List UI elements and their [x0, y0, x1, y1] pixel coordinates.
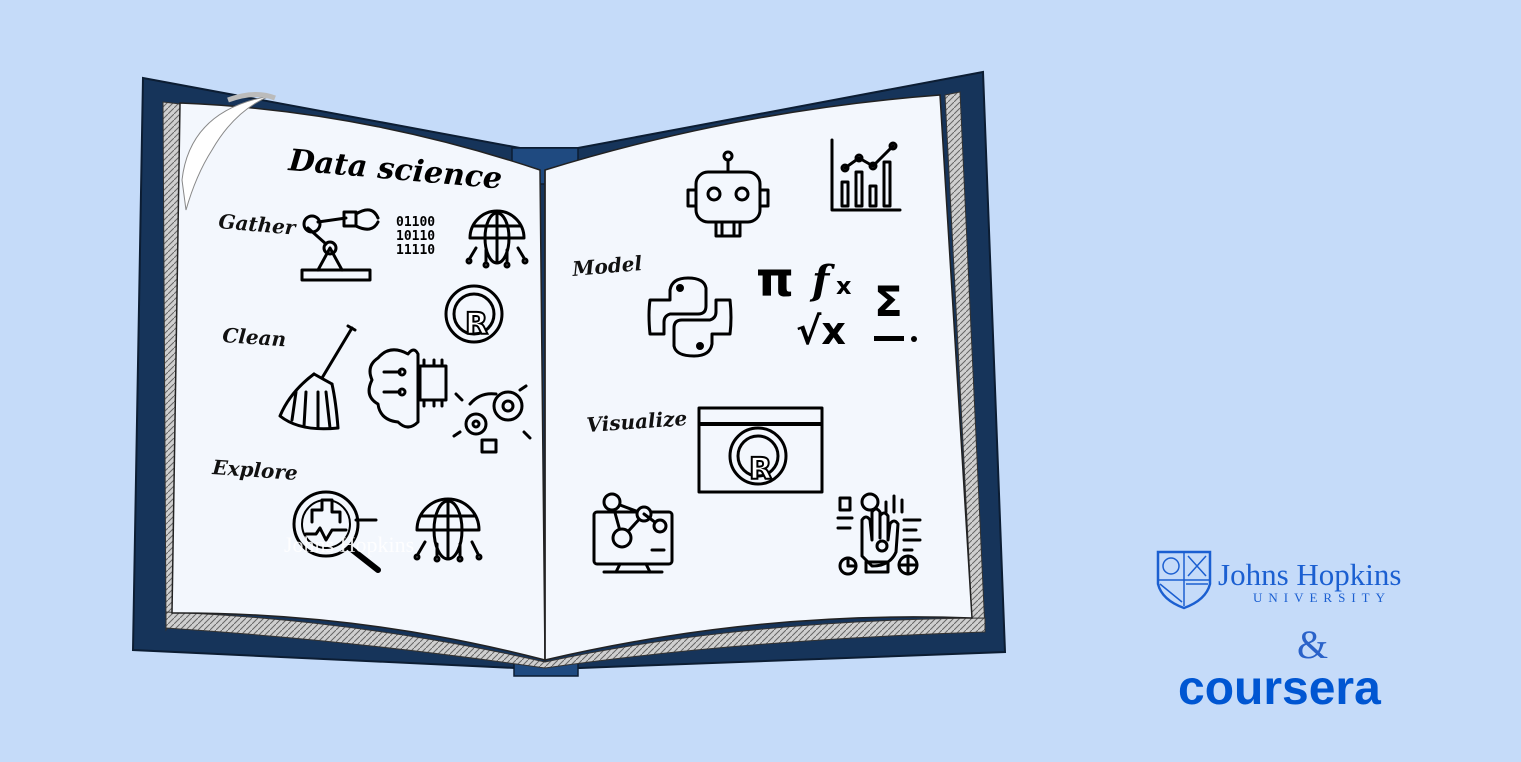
ampersand: &: [1297, 622, 1328, 667]
svg-text:01100: 01100: [396, 215, 435, 230]
svg-text:√x: √x: [796, 309, 846, 353]
jhu-shield-icon: [1156, 550, 1212, 610]
math-symbols-icon: π f x √x Σ: [756, 252, 917, 353]
monitor-network-icon: [592, 492, 674, 574]
svg-text:π: π: [756, 252, 794, 308]
page-edges: [162, 91, 986, 669]
svg-text:R: R: [749, 452, 772, 487]
svg-text:10110: 10110: [396, 229, 435, 244]
svg-text:11110: 11110: [396, 243, 435, 258]
coursera-logo: coursera: [1178, 662, 1381, 715]
jhu-sub: UNIVERSITY: [1253, 590, 1391, 605]
broom-icon: [278, 324, 357, 431]
jhu-logo: Johns Hopkins UNIVERSITY: [1156, 550, 1401, 610]
r-logo-icon: R: [444, 284, 504, 344]
lightbulb-gears-icon: [452, 384, 532, 454]
bar-line-chart-icon: [830, 138, 902, 212]
svg-text:x: x: [836, 272, 852, 300]
page-curl: [181, 95, 271, 211]
svg-text:Σ: Σ: [874, 277, 903, 326]
robot-arm-icon: [300, 208, 380, 282]
brain-chip-icon: [367, 348, 448, 429]
globe-network-icon: [465, 209, 529, 269]
r-window-icon: R: [697, 406, 824, 494]
watermark: Johns Hopkins: [284, 532, 414, 557]
hand-data-icon: [836, 492, 922, 576]
binary-icon: 01100 10110 11110: [396, 215, 435, 258]
magnifier-chart-icon: [292, 490, 381, 573]
python-logo-icon: [647, 276, 733, 358]
label-clean: Clean: [222, 323, 287, 351]
globe-network-icon-2: [413, 497, 483, 563]
jhu-name: Johns Hopkins: [1218, 557, 1401, 592]
robot-head-icon: [686, 150, 770, 238]
svg-text:R: R: [465, 307, 488, 342]
